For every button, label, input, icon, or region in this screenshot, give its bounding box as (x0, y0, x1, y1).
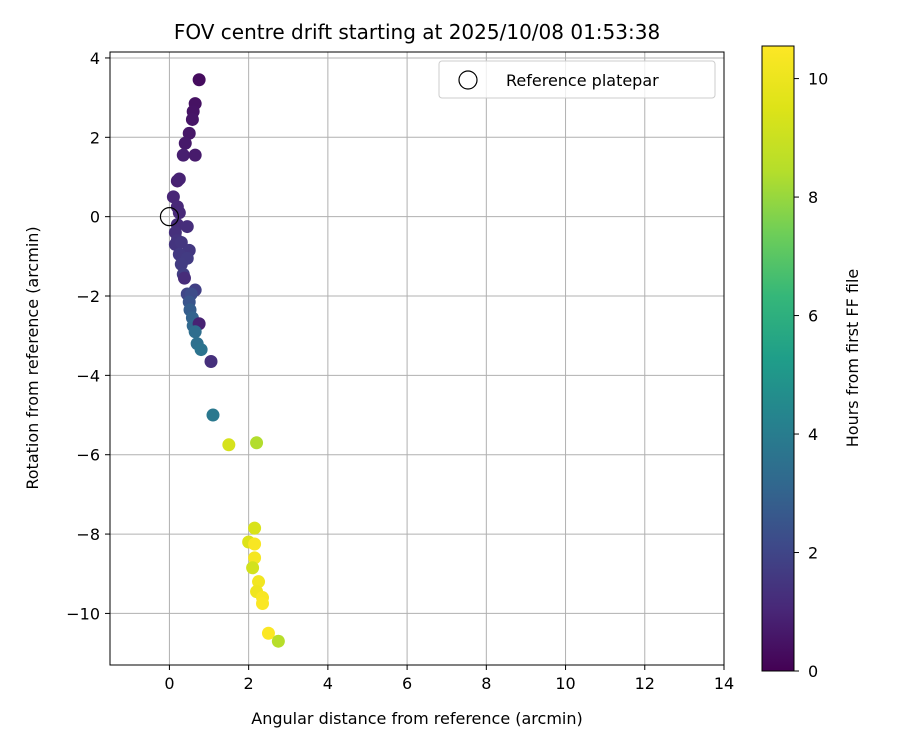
scatter-point (222, 438, 236, 452)
reference-point-marker (159, 207, 180, 227)
legend-entry-reference: Reference platepar (506, 71, 659, 90)
x-tick-label: 12 (635, 674, 655, 693)
y-tick-label: −10 (66, 604, 100, 623)
colorbar-tick-label: 4 (808, 425, 818, 444)
y-tick-label: −8 (76, 525, 100, 544)
chart-title: FOV centre drift starting at 2025/10/08 … (174, 20, 660, 44)
x-tick-label: 6 (402, 674, 412, 693)
colorbar-tick-label: 8 (808, 188, 818, 207)
scatter-point (172, 172, 186, 186)
x-tick-label: 0 (164, 674, 174, 693)
x-tick-label: 4 (323, 674, 333, 693)
legend-box (438, 60, 716, 99)
colorbar-tick-label: 6 (808, 307, 818, 326)
scatter-point (188, 148, 202, 162)
scatter-point (261, 626, 275, 640)
scatter-point (180, 220, 194, 234)
scatter-point (248, 551, 262, 565)
x-tick-label: 10 (555, 674, 575, 693)
colorbar: 0 2 4 6 8 10 Hours from first FF file (761, 45, 862, 681)
scatter-point (246, 561, 260, 575)
y-tick-label: 4 (90, 49, 100, 68)
scatter-point (185, 112, 199, 126)
scatter-point (176, 148, 190, 162)
y-tick-label: −2 (76, 287, 100, 306)
y-tick-label: 2 (90, 128, 100, 147)
y-axis-label: Rotation from reference (arcmin) (23, 226, 42, 489)
x-tick-label: 2 (244, 674, 254, 693)
scatter-point (250, 436, 264, 450)
reference-marker (159, 207, 180, 227)
legend: Reference platepar (438, 60, 716, 99)
scatter-point (248, 521, 262, 535)
x-axis-label: Angular distance from reference (arcmin) (251, 709, 582, 728)
y-tick-label: −6 (76, 446, 100, 465)
grid (110, 52, 725, 665)
colorbar-tick-label: 2 (808, 544, 818, 563)
legend-marker-circle (458, 70, 478, 90)
colorbar-tick-label: 10 (808, 70, 828, 89)
scatter-point (271, 634, 285, 648)
x-axis-ticks: 0 2 4 6 8 10 12 14 (164, 665, 734, 693)
scatter-point (188, 325, 202, 339)
scatter-point (194, 343, 208, 357)
scatter-point (192, 73, 206, 87)
scatter-point (256, 597, 270, 611)
scatter-point (178, 136, 192, 150)
plot-frame (109, 51, 725, 666)
scatter-point (204, 354, 218, 368)
scatter-point (172, 206, 186, 220)
x-tick-label: 8 (481, 674, 491, 693)
colorbar-ticks: 0 2 4 6 8 10 (794, 70, 828, 681)
scatter-point (166, 190, 180, 204)
scatter-point (206, 408, 220, 422)
scatter-point (252, 575, 266, 589)
scatter-point (177, 271, 191, 285)
colorbar-tick-label: 0 (808, 662, 818, 681)
colorbar-gradient (761, 45, 795, 672)
scatter-points (166, 73, 285, 648)
y-axis-ticks: 4 2 0 −2 −4 −6 −8 −10 (66, 49, 110, 623)
scatter-point (248, 537, 262, 551)
scatter-point (182, 126, 196, 140)
scatter-point (174, 257, 188, 271)
x-tick-label: 14 (714, 674, 734, 693)
scatter-point (174, 235, 188, 249)
colorbar-label: Hours from first FF file (843, 269, 862, 448)
y-tick-label: −4 (76, 366, 100, 385)
y-tick-label: 0 (90, 208, 100, 227)
